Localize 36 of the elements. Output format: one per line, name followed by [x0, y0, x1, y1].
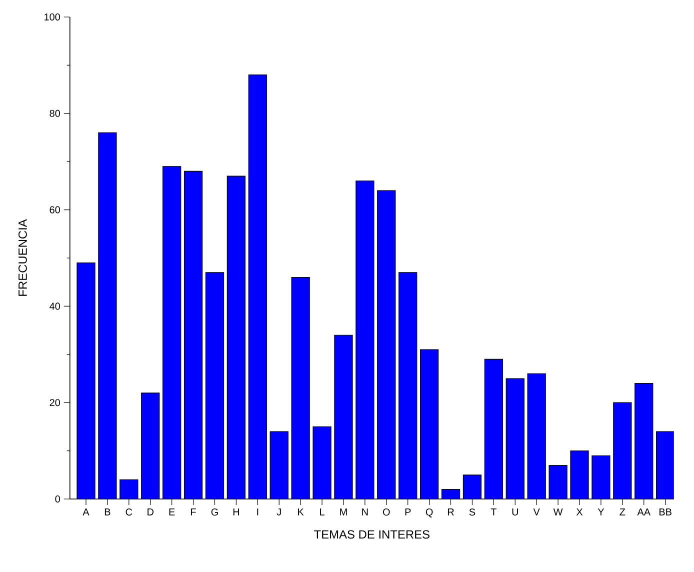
x-tick-label: P	[405, 508, 411, 516]
x-tick-label: E	[169, 508, 175, 516]
x-tick-label: J	[276, 508, 281, 516]
x-tick-label: V	[533, 508, 540, 516]
x-tick-label: D	[148, 508, 154, 516]
x-tick-label: Q	[426, 508, 433, 518]
x-tick-label: C	[126, 508, 132, 516]
x-tick-label: N	[362, 508, 368, 516]
x-tick-label: T	[490, 508, 496, 516]
x-tick-label: R	[448, 508, 454, 516]
x-tick-label: H	[233, 508, 239, 516]
x-tick-label: G	[211, 508, 218, 516]
y-tick-label: 0	[55, 495, 60, 503]
y-tick-label: 20	[50, 399, 60, 406]
x-tick-label: A	[82, 508, 90, 516]
x-tick-label: K	[298, 508, 304, 516]
x-tick-label: M	[340, 508, 347, 516]
x-tick-label: O	[382, 508, 390, 516]
x-axis-title: TEMAS DE INTERES	[314, 530, 430, 539]
x-tick-label: B	[104, 508, 110, 516]
x-tick-label: Y	[598, 508, 604, 516]
x-tick-label: X	[576, 508, 583, 516]
y-axis-title: FRECUENCIA	[18, 219, 27, 296]
y-tick-label: 60	[50, 206, 60, 214]
x-tick-label: L	[320, 508, 324, 516]
x-tick-label: BB	[660, 508, 672, 516]
x-tick-label: AA	[637, 508, 651, 516]
x-tick-label: I	[257, 508, 258, 516]
x-tick-label: U	[512, 508, 518, 516]
y-tick-label: 100	[44, 13, 60, 21]
y-tick-label: 40	[50, 302, 60, 310]
x-tick-label: F	[191, 508, 196, 516]
x-tick-label: Z	[620, 508, 626, 516]
x-tick-label: S	[469, 508, 476, 516]
x-tick-label: W	[553, 508, 563, 516]
y-tick-label: 80	[50, 110, 60, 117]
